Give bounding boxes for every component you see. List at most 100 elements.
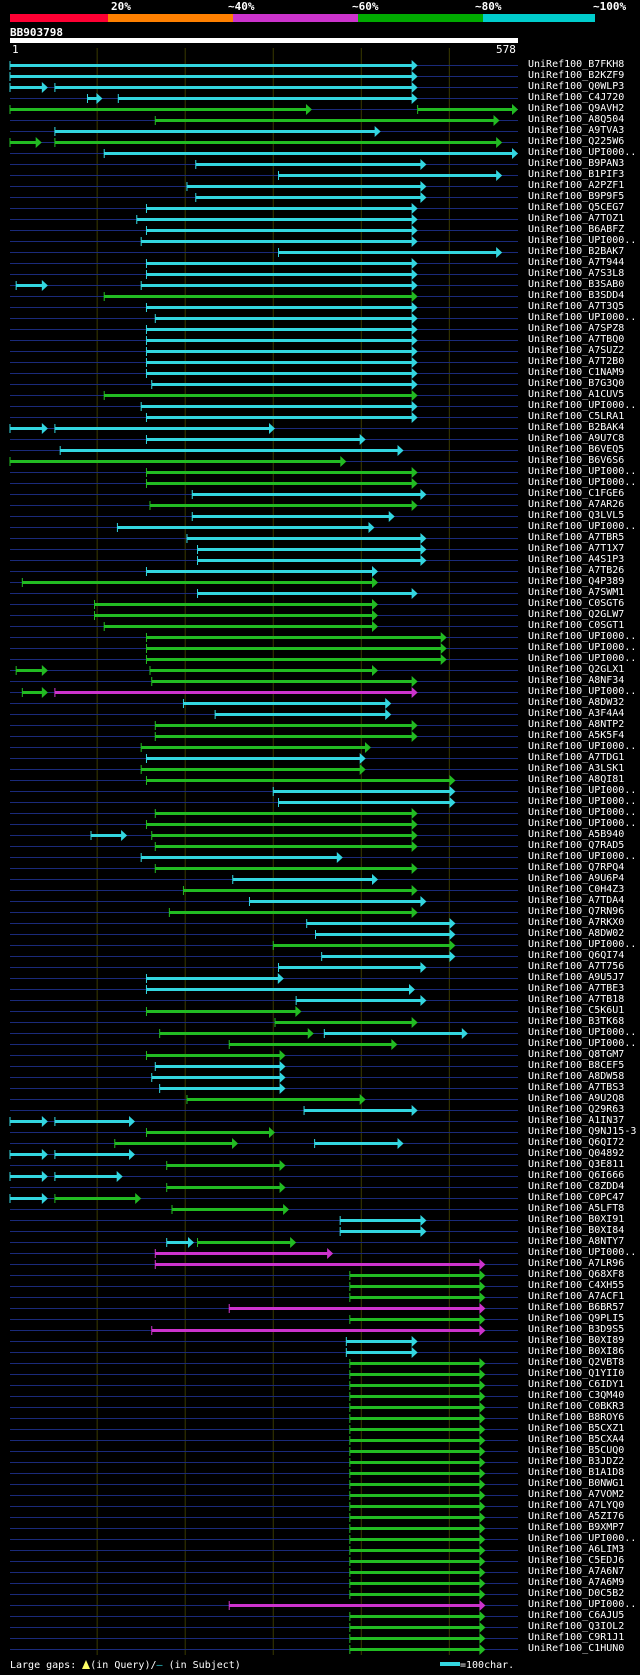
hit-label[interactable]: UniRef100_B9PAN3 [528,158,625,169]
hit-label[interactable]: UniRef100_A5K5F4 [528,730,625,741]
hit-label[interactable]: UniRef100_C0PC47 [528,1192,625,1203]
hit-label[interactable]: UniRef100_A7TBR5 [528,532,625,543]
hit-label[interactable]: UniRef100_UPI000.. [528,466,637,477]
hit-label[interactable]: UniRef100_C1NAM9 [528,367,625,378]
hit-label[interactable]: UniRef100_Q29R63 [528,1104,625,1115]
hit-label[interactable]: UniRef100_A7LYQ0 [528,1500,625,1511]
hit-label[interactable]: UniRef100_UPI000.. [528,521,637,532]
hit-label[interactable]: UniRef100_B9P9F5 [528,191,625,202]
hit-label[interactable]: UniRef100_A9TVA3 [528,125,625,136]
hit-label[interactable]: UniRef100_B0XI89 [528,1335,625,1346]
hit-label[interactable]: UniRef100_A7ACF1 [528,1291,625,1302]
hit-label[interactable]: UniRef100_A7T944 [528,257,625,268]
hit-label[interactable]: UniRef100_C4J720 [528,92,625,103]
hit-label[interactable]: UniRef100_B3SAB0 [528,279,625,290]
hit-label[interactable]: UniRef100_B0XI84 [528,1225,625,1236]
hit-label[interactable]: UniRef100_C6IDY1 [528,1379,625,1390]
hit-label[interactable]: UniRef100_B1PIF3 [528,169,625,180]
hit-label[interactable]: UniRef100_UPI000.. [528,631,637,642]
hit-label[interactable]: UniRef100_Q2GLW7 [528,609,625,620]
hit-label[interactable]: UniRef100_C5EDJ6 [528,1555,625,1566]
hit-label[interactable]: UniRef100_A7AR26 [528,499,625,510]
hit-label[interactable]: UniRef100_UPI000.. [528,785,637,796]
hit-label[interactable]: UniRef100_A9U5J7 [528,972,625,983]
hit-label[interactable]: UniRef100_Q7RN96 [528,906,625,917]
hit-label[interactable]: UniRef100_A1IN37 [528,1115,625,1126]
hit-label[interactable]: UniRef100_UPI000.. [528,796,637,807]
hit-label[interactable]: UniRef100_UPI000.. [528,939,637,950]
hit-label[interactable]: UniRef100_C0BKR3 [528,1401,625,1412]
hit-label[interactable]: UniRef100_C8ZDD4 [528,1181,625,1192]
hit-label[interactable]: UniRef100_UPI000.. [528,851,637,862]
hit-label[interactable]: UniRef100_A5ZI76 [528,1511,625,1522]
hit-label[interactable]: UniRef100_Q9NJ15-3 [528,1126,637,1137]
hit-label[interactable]: UniRef100_A9U2Q8 [528,1093,625,1104]
hit-label[interactable]: UniRef100_A8NF34 [528,675,625,686]
hit-label[interactable]: UniRef100_Q9AVH2 [528,103,625,114]
hit-label[interactable]: UniRef100_Q8TGM7 [528,1049,625,1060]
hit-label[interactable]: UniRef100_A8NTY7 [528,1236,625,1247]
hit-label[interactable]: UniRef100_B7G3Q0 [528,378,625,389]
hit-label[interactable]: UniRef100_A4S1P3 [528,554,625,565]
hit-label[interactable]: UniRef100_B1A1D8 [528,1467,625,1478]
hit-label[interactable]: UniRef100_Q3LVL5 [528,510,625,521]
hit-label[interactable]: UniRef100_A7TBS3 [528,1082,625,1093]
hit-label[interactable]: UniRef100_B0XI91 [528,1214,625,1225]
hit-label[interactable]: UniRef100_A9U7C8 [528,433,625,444]
hit-label[interactable]: UniRef100_Q4P389 [528,576,625,587]
hit-label[interactable]: UniRef100_A7S3L8 [528,268,625,279]
hit-label[interactable]: UniRef100_B2BAK4 [528,422,625,433]
hit-label[interactable]: UniRef100_B3SDD4 [528,290,625,301]
hit-label[interactable]: UniRef100_Q0WLP3 [528,81,625,92]
hit-label[interactable]: UniRef100_UPI000.. [528,741,637,752]
hit-label[interactable]: UniRef100_UPI000.. [528,1247,637,1258]
hit-label[interactable]: UniRef100_B0XI86 [528,1346,625,1357]
hit-label[interactable]: UniRef100_UPI000.. [528,807,637,818]
hit-label[interactable]: UniRef100_UPI000.. [528,686,637,697]
hit-label[interactable]: UniRef100_C0SGT6 [528,598,625,609]
hit-label[interactable]: UniRef100_A8NTP2 [528,719,625,730]
hit-label[interactable]: UniRef100_B6BR57 [528,1302,625,1313]
hit-label[interactable]: UniRef100_A7LR96 [528,1258,625,1269]
hit-label[interactable]: UniRef100_C5K6U1 [528,1005,625,1016]
hit-label[interactable]: UniRef100_B5CUQ0 [528,1445,625,1456]
hit-label[interactable]: UniRef100_A7TBE3 [528,983,625,994]
hit-label[interactable]: UniRef100_A3F4A4 [528,708,625,719]
hit-label[interactable]: UniRef100_C1FGE6 [528,488,625,499]
hit-label[interactable]: UniRef100_A8DW02 [528,928,625,939]
hit-label[interactable]: UniRef100_B2KZF9 [528,70,625,81]
hit-label[interactable]: UniRef100_Q9PLI5 [528,1313,625,1324]
hit-label[interactable]: UniRef100_Q5CEG7 [528,202,625,213]
hit-label[interactable]: UniRef100_A8DW32 [528,697,625,708]
hit-label[interactable]: UniRef100_UPI000.. [528,653,637,664]
hit-label[interactable]: UniRef100_Q6I666 [528,1170,625,1181]
hit-label[interactable]: UniRef100_C9R1J1 [528,1632,625,1643]
hit-label[interactable]: UniRef100_UPI000.. [528,235,637,246]
hit-label[interactable]: UniRef100_A1CUV5 [528,389,625,400]
hit-label[interactable]: UniRef100_B5CXA4 [528,1434,625,1445]
hit-label[interactable]: UniRef100_A8Q504 [528,114,625,125]
hit-label[interactable]: UniRef100_B3D9S5 [528,1324,625,1335]
hit-label[interactable]: UniRef100_A7SWM1 [528,587,625,598]
hit-label[interactable]: UniRef100_Q04892 [528,1148,625,1159]
hit-label[interactable]: UniRef100_A7T756 [528,961,625,972]
hit-label[interactable]: UniRef100_A7A6N7 [528,1566,625,1577]
hit-label[interactable]: UniRef100_A7TBQ0 [528,334,625,345]
hit-label[interactable]: UniRef100_A5LFT8 [528,1203,625,1214]
hit-label[interactable]: UniRef100_Q2GLX1 [528,664,625,675]
hit-label[interactable]: UniRef100_A7TOZ1 [528,213,625,224]
hit-label[interactable]: UniRef100_C0H4Z3 [528,884,625,895]
hit-label[interactable]: UniRef100_B8CEF5 [528,1060,625,1071]
hit-label[interactable]: UniRef100_UPI000.. [528,1038,637,1049]
hit-label[interactable]: UniRef100_C4XH55 [528,1280,625,1291]
hit-label[interactable]: UniRef100_D0C5B2 [528,1588,625,1599]
hit-label[interactable]: UniRef100_C3QM40 [528,1390,625,1401]
hit-label[interactable]: UniRef100_Q6QI72 [528,1137,625,1148]
hit-label[interactable]: UniRef100_A7T1X7 [528,543,625,554]
hit-label[interactable]: UniRef100_B3JDZ2 [528,1456,625,1467]
hit-label[interactable]: UniRef100_UPI000.. [528,642,637,653]
hit-label[interactable]: UniRef100_B0NWG1 [528,1478,625,1489]
hit-label[interactable]: UniRef100_Q3E811 [528,1159,625,1170]
hit-label[interactable]: UniRef100_UPI000.. [528,312,637,323]
hit-label[interactable]: UniRef100_Q7RAD5 [528,840,625,851]
